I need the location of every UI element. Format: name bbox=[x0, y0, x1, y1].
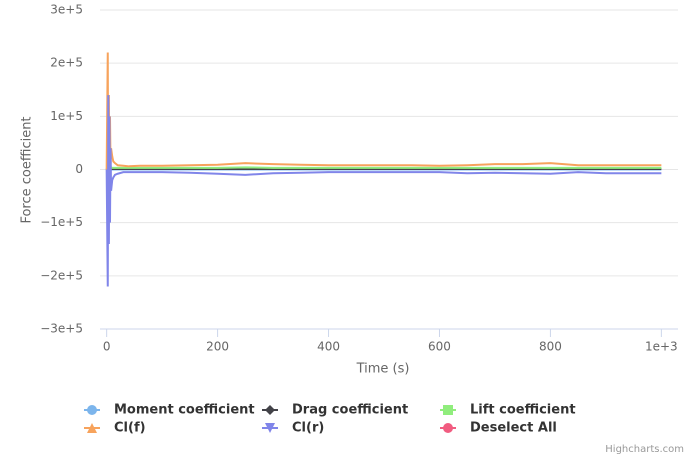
legend-marker bbox=[443, 405, 453, 415]
x-tick-label: 1e+3 bbox=[645, 340, 678, 354]
legend-marker bbox=[87, 423, 97, 433]
legend-label[interactable]: Moment coefficient bbox=[114, 403, 255, 418]
y-tick-label: −3e+5 bbox=[40, 322, 83, 336]
legend-marker bbox=[443, 423, 453, 433]
series-line bbox=[105, 52, 662, 239]
x-axis-label: Time (s) bbox=[356, 362, 410, 377]
y-tick-label: −1e+5 bbox=[40, 215, 83, 229]
y-tick-label: 1e+5 bbox=[50, 109, 83, 123]
x-tick-label: 0 bbox=[103, 340, 111, 354]
legend-marker bbox=[265, 423, 275, 433]
series-line bbox=[105, 95, 662, 287]
legend-label[interactable]: Cl(f) bbox=[114, 421, 146, 436]
y-tick-label: 3e+5 bbox=[50, 3, 83, 17]
x-tick-label: 600 bbox=[428, 340, 451, 354]
y-tick-label: −2e+5 bbox=[40, 268, 83, 282]
legend-marker bbox=[87, 405, 97, 415]
y-tick-label: 0 bbox=[75, 162, 83, 176]
x-tick-label: 400 bbox=[317, 340, 340, 354]
legend-label[interactable]: Lift coefficient bbox=[470, 403, 576, 418]
legend-label[interactable]: Deselect All bbox=[470, 421, 557, 436]
credits[interactable]: Highcharts.com bbox=[605, 444, 684, 455]
legend-label[interactable]: Cl(r) bbox=[292, 421, 324, 436]
series-line bbox=[105, 163, 662, 173]
x-tick-label: 200 bbox=[206, 340, 229, 354]
legend-label[interactable]: Drag coefficient bbox=[292, 403, 408, 418]
y-axis-label: Force coefficient bbox=[20, 116, 35, 223]
y-tick-label: 2e+5 bbox=[50, 56, 83, 70]
x-tick-label: 800 bbox=[539, 340, 562, 354]
legend-marker bbox=[265, 405, 275, 415]
